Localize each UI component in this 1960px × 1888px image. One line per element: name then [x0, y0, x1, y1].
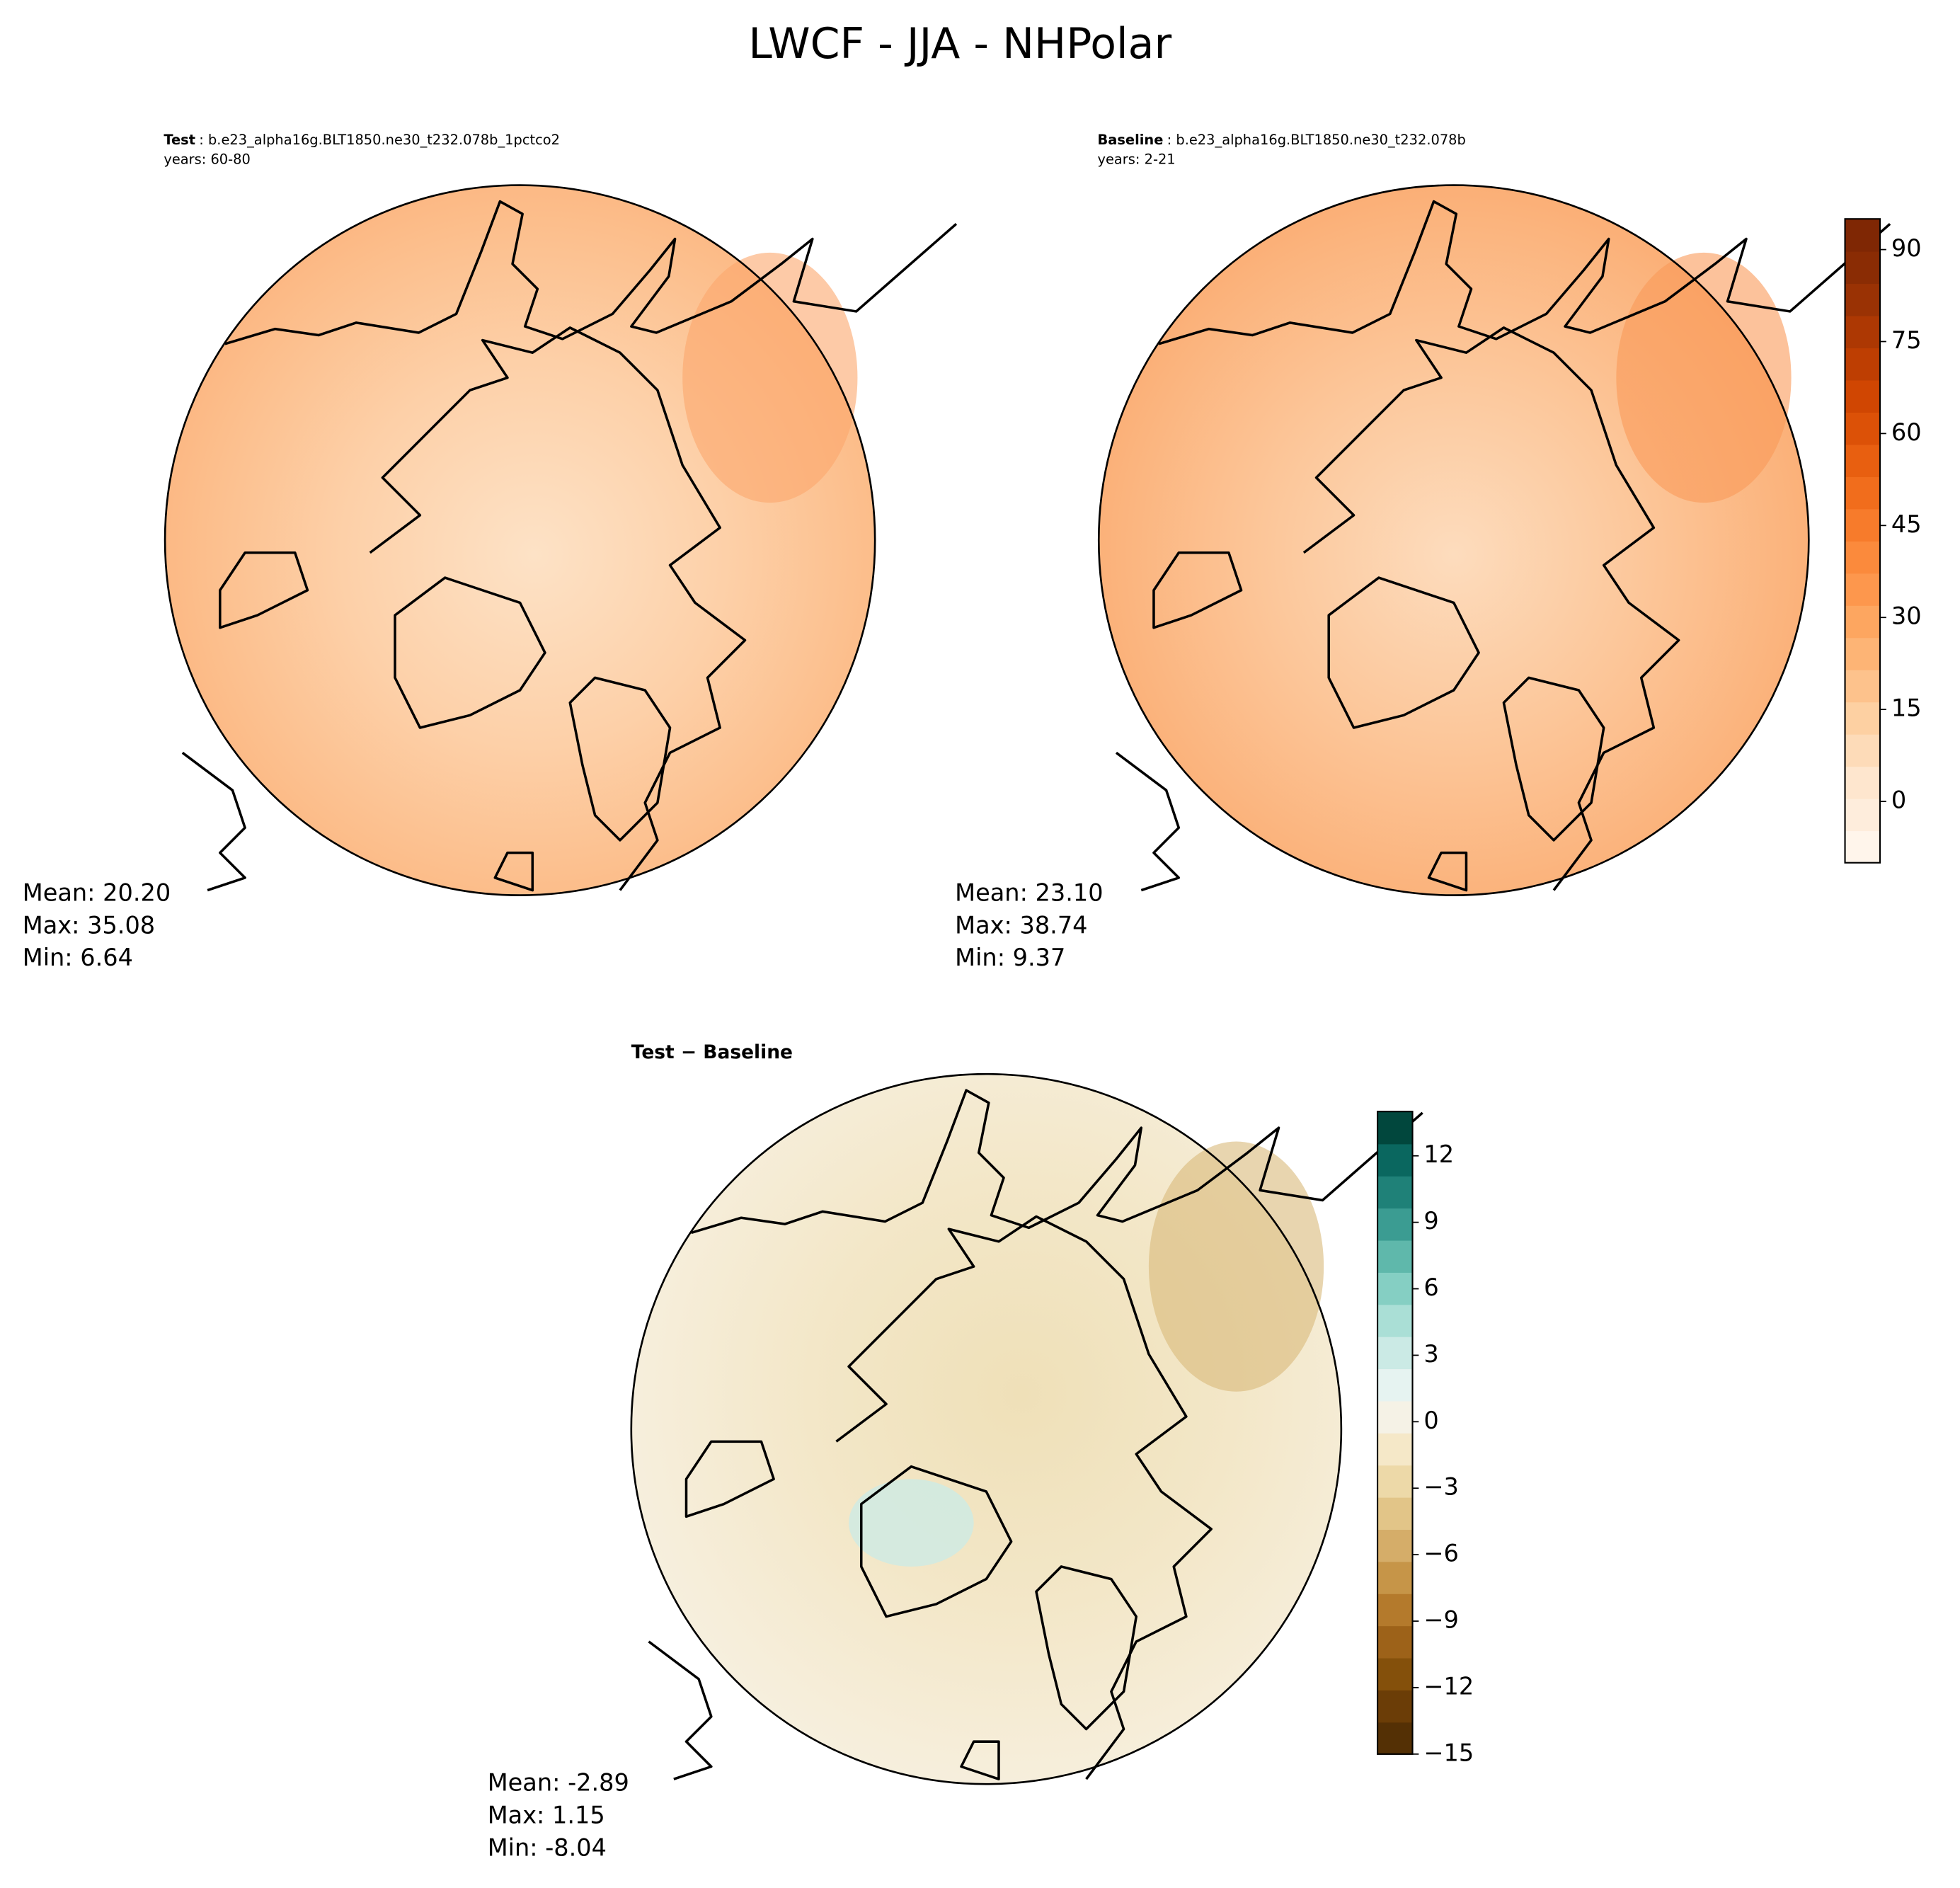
colorbar-level: [1845, 702, 1880, 735]
colorbar-tick-label: 60: [1891, 418, 1922, 446]
colorbar-level: [1845, 251, 1880, 285]
colorbar-tick-label: 90: [1891, 234, 1922, 262]
colorbar-level: [1377, 1497, 1413, 1531]
panel-label: Test − Baseline: [631, 1041, 793, 1063]
colorbar-level: [1377, 1368, 1413, 1402]
colorbar-level: [1845, 669, 1880, 703]
colorbar-tick-label: 15: [1891, 694, 1922, 722]
panel-case: : b.e23_alpha16g.BLT1850.ne30_t232.078b: [1167, 131, 1466, 147]
map-field-region: [682, 252, 858, 503]
panel-label: Baseline: [1097, 131, 1163, 147]
colorbar-tick-label: 45: [1891, 510, 1922, 538]
colorbar-level: [1845, 605, 1880, 639]
panel-stat: Mean: 23.10: [955, 879, 1103, 906]
colorbar-level: [1377, 1529, 1413, 1562]
colorbar-tick-label: 6: [1423, 1274, 1438, 1301]
colorbar-frame: [1377, 1111, 1414, 1755]
colorbar-level: [1377, 1625, 1413, 1659]
colorbar-level: [1377, 1400, 1413, 1434]
colorbar-tick-label: 0: [1423, 1407, 1438, 1434]
panel-title: Test − Baseline: [631, 1041, 793, 1063]
panel-stat: Min: 6.64: [23, 944, 133, 971]
colorbar-level: [1845, 315, 1880, 349]
panel-years: years: 60-80: [164, 151, 251, 168]
colorbar-level: [1377, 1690, 1413, 1723]
map-field-region: [1148, 1141, 1324, 1392]
colorbar-level: [1845, 637, 1880, 670]
colorbar-tick-label: −9: [1423, 1606, 1458, 1634]
colorbar-level: [1845, 830, 1880, 864]
colorbar-level: [1845, 412, 1880, 445]
colorbar-tick-label: 9: [1423, 1207, 1438, 1235]
map-border: [164, 184, 876, 896]
panel-stat: Min: 9.37: [955, 944, 1065, 971]
colorbar-tick-label: −3: [1423, 1473, 1458, 1501]
panel-stat: Min: -8.04: [488, 1834, 607, 1862]
map-field-region: [849, 1479, 974, 1567]
colorbar-level: [1377, 1657, 1413, 1690]
colorbar-level: [1845, 540, 1880, 574]
colorbar-level: [1377, 1272, 1413, 1305]
panel-stat: Max: 38.74: [955, 911, 1087, 939]
map-border: [1097, 184, 1810, 896]
colorbar-frame: [1844, 218, 1881, 864]
colorbar-tick-label: 3: [1423, 1340, 1438, 1368]
panel-stat: Max: 35.08: [23, 911, 155, 939]
panel-case: : b.e23_alpha16g.BLT1850.ne30_t232.078b_…: [199, 131, 560, 147]
colorbar-level: [1845, 283, 1880, 316]
colorbar-level: [1845, 573, 1880, 606]
figure-title: LWCF - JJA - NHPolar: [748, 19, 1171, 69]
colorbar-level: [1845, 348, 1880, 381]
panel-stat: Max: 1.15: [488, 1802, 605, 1829]
map-border: [630, 1072, 1343, 1785]
colorbar-level: [1377, 1240, 1413, 1273]
colorbar-tick-label: 0: [1891, 786, 1906, 814]
colorbar-level: [1377, 1175, 1413, 1209]
colorbar-level: [1845, 476, 1880, 510]
panel-stat: Mean: 20.20: [23, 879, 171, 906]
colorbar-level: [1377, 1722, 1413, 1755]
map-field-region: [1616, 252, 1792, 503]
colorbar-level: [1377, 1432, 1413, 1466]
colorbar-level: [1845, 508, 1880, 542]
colorbar-level: [1377, 1111, 1413, 1145]
colorbar-tick-label: −6: [1423, 1540, 1458, 1567]
colorbar-level: [1845, 733, 1880, 767]
colorbar-level: [1845, 444, 1880, 477]
colorbar-level: [1377, 1593, 1413, 1627]
colorbar-level: [1377, 1208, 1413, 1241]
colorbar-tick-label: 12: [1423, 1140, 1454, 1168]
colorbar-level: [1377, 1143, 1413, 1177]
colorbar-tick-label: −12: [1423, 1672, 1474, 1700]
colorbar-level: [1845, 219, 1880, 252]
panel-label: Test: [164, 131, 195, 147]
colorbar-level: [1377, 1465, 1413, 1498]
colorbar-tick-label: 30: [1891, 602, 1922, 630]
colorbar-level: [1845, 766, 1880, 799]
panel-years: years: 2-21: [1097, 151, 1175, 168]
colorbar-level: [1377, 1336, 1413, 1370]
colorbar-tick-label: 75: [1891, 326, 1922, 354]
panel-title: Test: b.e23_alpha16g.BLT1850.ne30_t232.0…: [164, 131, 560, 147]
colorbar-level: [1377, 1304, 1413, 1337]
panel-stat: Mean: -2.89: [488, 1769, 629, 1797]
colorbar-level: [1377, 1561, 1413, 1594]
panel-title: Baseline: b.e23_alpha16g.BLT1850.ne30_t2…: [1097, 131, 1465, 147]
colorbar-tick-label: −15: [1423, 1739, 1474, 1766]
colorbar-level: [1845, 379, 1880, 413]
colorbar-level: [1845, 798, 1880, 832]
